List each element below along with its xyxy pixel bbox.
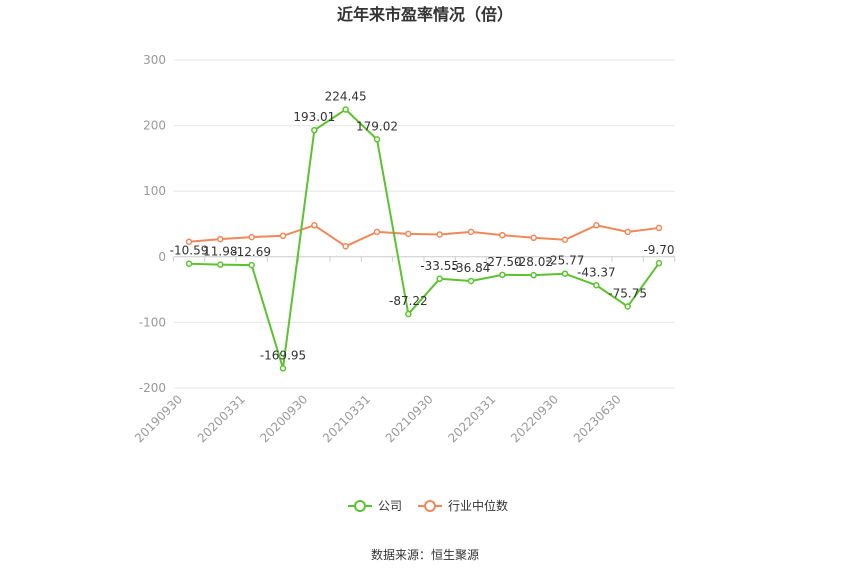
x-tick-label: 20230630 bbox=[571, 392, 624, 445]
data-label: -25.77 bbox=[546, 254, 585, 268]
data-label: -75.75 bbox=[608, 286, 647, 300]
legend-item[interactable]: 公司 bbox=[348, 499, 402, 513]
data-point bbox=[655, 259, 663, 267]
y-tick-label: 0 bbox=[158, 250, 166, 264]
series-line bbox=[188, 108, 660, 369]
data-label: 179.02 bbox=[356, 119, 398, 133]
series-line bbox=[188, 224, 660, 248]
y-tick-label: -200 bbox=[139, 381, 166, 395]
data-point bbox=[561, 270, 569, 277]
x-tick-label: 20190930 bbox=[132, 392, 185, 445]
data-label: -87.22 bbox=[389, 294, 428, 308]
legend-label: 公司 bbox=[378, 499, 402, 513]
legend-swatch-marker bbox=[354, 500, 366, 512]
x-tick-label: 20220331 bbox=[445, 392, 498, 445]
data-point bbox=[311, 126, 318, 134]
x-tick-label: 20200331 bbox=[195, 392, 248, 445]
data-point bbox=[530, 234, 537, 242]
data-point bbox=[530, 271, 537, 279]
y-tick-label: -100 bbox=[139, 315, 166, 329]
data-point bbox=[279, 365, 287, 372]
data-label: -43.37 bbox=[577, 265, 616, 279]
x-tick-label: 20210930 bbox=[383, 392, 436, 445]
data-label: 193.01 bbox=[293, 110, 335, 124]
data-point bbox=[467, 277, 475, 285]
y-tick-label: 100 bbox=[143, 184, 166, 198]
data-point bbox=[373, 136, 381, 143]
y-axis: 300 200 100 0 -100 -200 bbox=[139, 53, 166, 395]
data-label: -10.59 bbox=[170, 244, 209, 258]
data-point bbox=[405, 310, 412, 318]
x-tick-label: 20220930 bbox=[508, 392, 561, 445]
data-point bbox=[624, 303, 631, 310]
data-label: -27.50 bbox=[483, 255, 522, 269]
chart-title: 近年来市盈率情况（倍） bbox=[337, 5, 513, 24]
legend-label: 行业中位数 bbox=[448, 498, 508, 513]
x-tick-label: 20210331 bbox=[320, 392, 373, 445]
data-point bbox=[279, 232, 287, 240]
data-point bbox=[593, 222, 600, 229]
data-point bbox=[655, 224, 663, 232]
data-point bbox=[405, 230, 412, 238]
legend[interactable]: 公司 行业中位数 bbox=[348, 498, 508, 513]
data-label: 224.45 bbox=[325, 90, 367, 104]
y-tick-label: 200 bbox=[143, 119, 166, 133]
data-point bbox=[436, 231, 443, 238]
data-point bbox=[185, 238, 193, 245]
data-point bbox=[499, 271, 506, 279]
data-point bbox=[342, 106, 349, 113]
data-point bbox=[561, 236, 569, 243]
data-label: -28.02 bbox=[514, 255, 553, 269]
data-label: -12.69 bbox=[232, 245, 271, 259]
data-point bbox=[217, 261, 224, 268]
data-label: -33.55 bbox=[420, 259, 459, 273]
data-point bbox=[248, 261, 255, 269]
data-point bbox=[248, 233, 255, 241]
data-point bbox=[624, 228, 631, 236]
x-tick-label: 20200930 bbox=[257, 392, 310, 445]
data-point bbox=[467, 228, 475, 236]
y-tick-label: 300 bbox=[143, 53, 166, 67]
data-label: 11.98 bbox=[203, 245, 237, 259]
data-point bbox=[185, 260, 193, 267]
data-source: 数据来源：恒生聚源 bbox=[371, 547, 479, 562]
data-point bbox=[373, 228, 381, 236]
data-point bbox=[593, 282, 600, 289]
data-point bbox=[311, 222, 318, 229]
grid bbox=[174, 59, 675, 389]
data-point bbox=[499, 231, 506, 239]
data-label: -9.70 bbox=[643, 243, 674, 257]
data-label: -36.84 bbox=[452, 261, 491, 275]
data-point bbox=[342, 243, 349, 250]
data-label: -169.95 bbox=[260, 348, 306, 362]
legend-item[interactable]: 行业中位数 bbox=[418, 498, 508, 513]
data-point bbox=[436, 275, 443, 283]
legend-swatch-marker bbox=[424, 500, 436, 512]
data-point bbox=[217, 235, 224, 243]
